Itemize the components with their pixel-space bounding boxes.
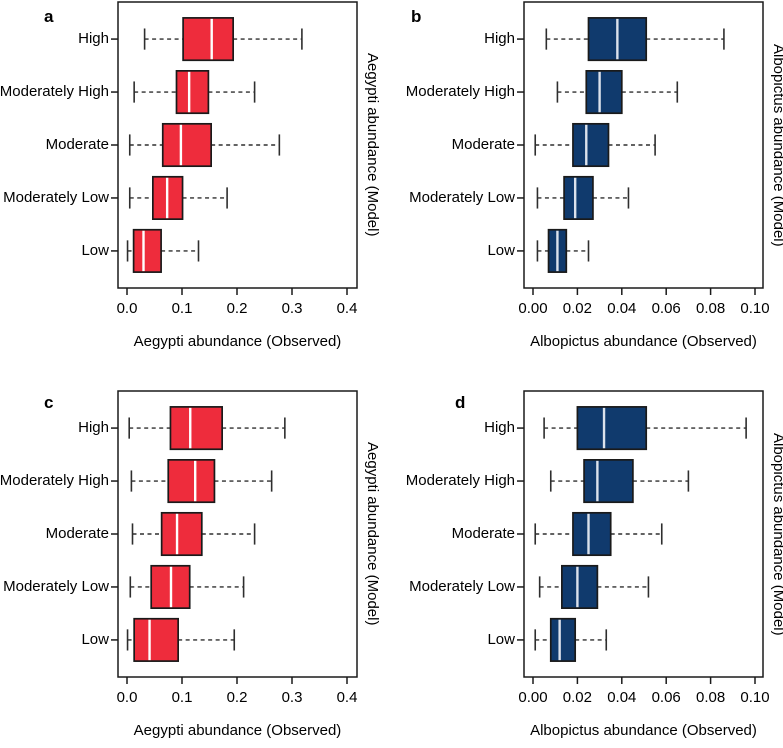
panel-letter-a: a <box>44 7 54 26</box>
boxplot-moderately-high <box>130 459 273 504</box>
boxplot-moderately-low <box>536 175 630 220</box>
x-axis-title: Albopictus abundance (Observed) <box>530 333 757 350</box>
x-tick-label: 0.0 <box>116 300 138 317</box>
category-label-high: High <box>78 30 109 48</box>
category-label-moderately-high: Moderately High <box>0 83 109 101</box>
boxplot-moderate <box>131 511 256 557</box>
category-label-moderate: Moderate <box>45 136 109 153</box>
x-tick-label: 0.02 <box>562 300 592 317</box>
panel-a: a High Moderately High Moderate Moderate… <box>0 0 391 374</box>
boxplot-moderately-high <box>133 70 256 115</box>
iqr-box <box>161 122 213 168</box>
boxplot-moderately-high <box>549 459 690 504</box>
category-label-moderately-low: Moderately Low <box>3 188 109 206</box>
boxplot-moderately-low <box>538 564 650 609</box>
iqr-box <box>572 122 610 168</box>
x-tick-label: 0.06 <box>651 689 681 706</box>
boxplot-low <box>534 617 608 662</box>
boxplot-canvas-c <box>111 390 358 684</box>
category-label-high: High <box>484 419 515 437</box>
boxplot-moderately-low <box>128 175 228 220</box>
x-tick-label: 0.2 <box>226 689 248 706</box>
x-tick-label: 0.10 <box>740 300 770 317</box>
iqr-box <box>160 511 203 557</box>
iqr-box <box>576 406 648 451</box>
boxplot-moderate <box>128 122 281 168</box>
panel-b: b High Moderately High Moderate Moderate… <box>391 0 783 374</box>
x-tick-label: 0.0 <box>116 689 138 706</box>
panel-d: d High Moderately High Moderate Moderate… <box>391 374 783 748</box>
boxplot-low <box>536 228 590 273</box>
iqr-box <box>549 617 577 662</box>
iqr-box <box>175 70 210 115</box>
x-tick-label: 0.06 <box>651 300 681 317</box>
x-axis-title: Aegypti abundance (Observed) <box>133 722 342 739</box>
category-label-low: Low <box>81 241 109 259</box>
boxplot-canvas-d <box>517 390 764 684</box>
boxplot-low <box>126 617 236 662</box>
x-tick-label: 0.3 <box>281 300 303 317</box>
x-tick-label: 0.10 <box>740 689 770 706</box>
x-tick-label: 0.4 <box>336 300 358 317</box>
category-label-high: High <box>78 419 109 437</box>
boxplot-canvas-a <box>111 1 358 295</box>
panel-letter-b: b <box>411 7 422 26</box>
iqr-box <box>182 17 235 62</box>
iqr-box <box>585 70 623 115</box>
category-label-moderate: Moderate <box>451 136 515 153</box>
boxplot-high <box>543 406 747 451</box>
x-axis-title: Aegypti abundance (Observed) <box>133 333 342 350</box>
x-tick-label: 0.04 <box>607 300 637 317</box>
boxplot-moderate <box>534 122 656 168</box>
category-label-moderately-high: Moderately High <box>405 83 515 101</box>
right-axis-title: Aegypti abundance (Model) <box>364 53 381 237</box>
x-tick-label: 0.00 <box>518 689 548 706</box>
category-label-moderately-high: Moderately High <box>405 472 515 490</box>
x-tick-label: 0.08 <box>695 689 726 706</box>
category-label-moderately-low: Moderately Low <box>3 577 109 595</box>
right-axis-title: Aegypti abundance (Model) <box>364 442 381 626</box>
boxplot-canvas-b <box>517 1 764 295</box>
boxplot-moderate <box>534 511 663 557</box>
category-label-moderate: Moderate <box>45 525 109 542</box>
panel-c: c High Moderately High Moderate Moderate… <box>0 374 391 748</box>
iqr-box <box>132 228 162 273</box>
right-axis-title: Albopictus abundance (Model) <box>770 43 783 247</box>
x-tick-label: 0.08 <box>695 300 726 317</box>
category-label-high: High <box>484 30 515 48</box>
iqr-box <box>167 459 216 504</box>
iqr-box <box>572 511 612 557</box>
right-axis-title: Albopictus abundance (Model) <box>770 432 783 636</box>
boxplot-moderately-low <box>129 564 245 609</box>
category-label-low: Low <box>81 630 109 648</box>
category-label-moderately-high: Moderately High <box>0 472 109 490</box>
x-tick-label: 0.3 <box>281 689 303 706</box>
x-tick-label: 0.2 <box>226 300 248 317</box>
category-label-moderately-low: Moderately Low <box>409 188 515 206</box>
x-tick-label: 0.04 <box>607 689 637 706</box>
boxplot-low <box>126 228 200 273</box>
panel-letter-c: c <box>44 393 54 412</box>
category-label-low: Low <box>487 630 515 648</box>
boxplot-high <box>128 406 286 451</box>
boxplot-high <box>143 17 303 62</box>
x-tick-label: 0.1 <box>171 689 193 706</box>
boxplot-moderately-high <box>556 70 679 115</box>
panel-letter-d: d <box>455 393 466 412</box>
x-tick-label: 0.00 <box>518 300 548 317</box>
boxplot-high <box>545 17 725 62</box>
category-label-moderate: Moderate <box>451 525 515 542</box>
category-label-low: Low <box>487 241 515 259</box>
iqr-box <box>563 175 594 220</box>
x-tick-label: 0.1 <box>171 300 193 317</box>
x-tick-label: 0.02 <box>562 689 592 706</box>
iqr-box <box>561 564 599 609</box>
iqr-box <box>133 617 179 662</box>
category-label-moderately-low: Moderately Low <box>409 577 515 595</box>
x-tick-label: 0.4 <box>336 689 358 706</box>
iqr-box <box>169 406 223 451</box>
iqr-box <box>583 459 634 504</box>
x-axis-title: Albopictus abundance (Observed) <box>530 722 757 739</box>
